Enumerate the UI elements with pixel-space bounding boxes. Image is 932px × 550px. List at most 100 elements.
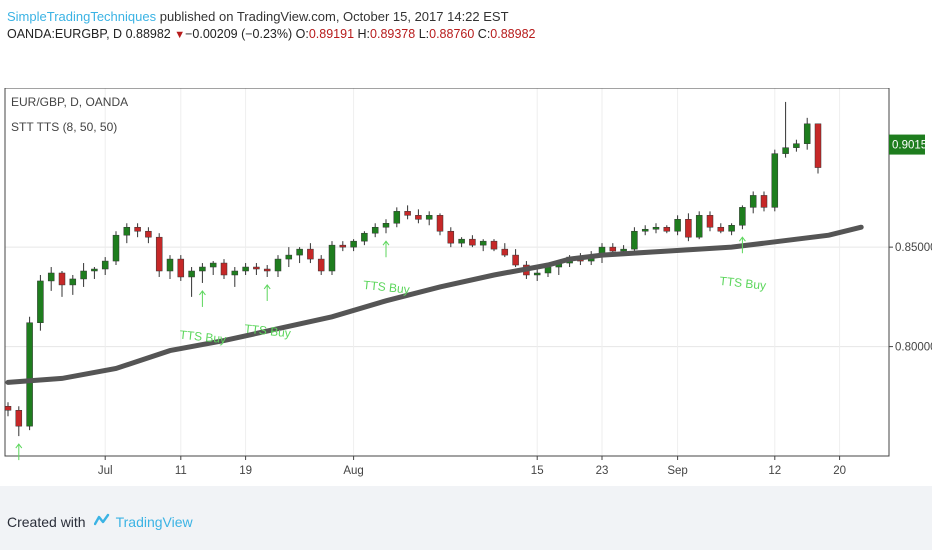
candle-body xyxy=(123,226,131,236)
x-tick-label: Jul xyxy=(98,465,113,477)
candle xyxy=(220,259,228,279)
candle-body xyxy=(47,272,55,282)
candle-body xyxy=(695,215,703,238)
candle-body xyxy=(814,123,822,168)
candle xyxy=(717,223,725,234)
candle xyxy=(404,205,411,220)
candle xyxy=(123,223,131,244)
candle-body xyxy=(253,266,260,270)
candle-body xyxy=(469,238,476,246)
candle-body xyxy=(285,254,293,260)
candle-body xyxy=(274,258,282,272)
candle xyxy=(199,263,206,283)
candle-body xyxy=(69,278,77,286)
moving-average-line xyxy=(5,224,864,385)
candle-body xyxy=(490,240,498,250)
candle xyxy=(501,243,509,258)
buy-arrow-head xyxy=(739,236,746,242)
candle-body xyxy=(112,234,120,262)
candle xyxy=(814,123,822,174)
x-tick-label: 23 xyxy=(596,465,609,477)
author-link[interactable]: SimpleTradingTechniques xyxy=(7,9,157,24)
candle-body xyxy=(663,226,671,232)
candle-body xyxy=(199,266,206,272)
candle xyxy=(771,149,779,212)
candle-body xyxy=(782,147,789,154)
candle-body xyxy=(501,248,509,256)
time-axis[interactable]: Jul1119Aug1523Sep1220Oct xyxy=(98,456,932,477)
signal-marker: TTS Buy xyxy=(362,240,410,297)
candle-body xyxy=(609,246,617,252)
candle-body xyxy=(155,236,163,272)
low-value: 0.88760 xyxy=(429,27,475,41)
candle-body xyxy=(166,258,174,272)
tradingview-logo-icon[interactable] xyxy=(93,513,110,530)
tradingview-brand-link[interactable]: TradingView xyxy=(115,513,193,530)
candle xyxy=(242,263,249,275)
candle-body xyxy=(393,211,401,224)
candle-body xyxy=(145,230,152,238)
candle xyxy=(80,263,87,287)
candle xyxy=(285,247,293,268)
high-label: H: xyxy=(357,27,371,41)
open-value: 0.89191 xyxy=(308,27,355,41)
candle xyxy=(263,265,271,277)
candle xyxy=(47,267,55,291)
candle xyxy=(155,233,163,277)
candle xyxy=(674,215,681,236)
candle-body xyxy=(512,254,519,266)
quote-line: OANDA:EURGBP, D 0.88982 ▼−0.00209 (−0.23… xyxy=(7,27,535,41)
candle-body xyxy=(26,322,33,427)
candle xyxy=(361,231,368,246)
low-label: L: xyxy=(418,27,430,41)
close-value: 0.88982 xyxy=(490,27,536,41)
current-price-tag-bg xyxy=(889,134,925,155)
down-triangle-icon: ▼ xyxy=(174,29,186,41)
candle xyxy=(58,271,66,297)
legend-indicator: STT TTS (8, 50, 50) xyxy=(11,120,117,134)
signal-label: TTS Buy xyxy=(362,278,410,297)
candle-body xyxy=(361,232,368,242)
candle-body xyxy=(631,230,638,250)
signal-label: TTS Buy xyxy=(244,322,292,341)
candle xyxy=(706,211,714,232)
created-with-line: Created with TradingView xyxy=(7,513,193,530)
candle xyxy=(695,211,703,240)
candle xyxy=(803,117,811,150)
current-price-label: 0.90156 xyxy=(892,140,932,152)
candle-body xyxy=(717,226,725,232)
candle-body xyxy=(760,195,768,208)
candle-body xyxy=(177,258,185,278)
candle xyxy=(339,241,347,252)
candle-body xyxy=(296,248,303,256)
candle xyxy=(350,239,357,252)
chart-legend: EUR/GBP, D, OANDA STT TTS (8, 50, 50) xyxy=(11,95,128,134)
signal-label: TTS Buy xyxy=(719,274,767,293)
candle-body xyxy=(263,268,271,272)
buy-arrow-head xyxy=(15,443,23,449)
x-tick-label: 11 xyxy=(175,465,187,477)
created-with-label: Created with xyxy=(7,513,86,530)
price-change: −0.00209 (−0.23%) xyxy=(185,27,293,41)
candle-body xyxy=(674,219,681,232)
candle-body xyxy=(382,223,390,228)
signal-label: TTS Buy xyxy=(179,328,227,347)
candle xyxy=(69,274,77,295)
candle-body xyxy=(793,143,800,148)
candle-body xyxy=(728,225,735,232)
candle xyxy=(793,139,800,152)
candle xyxy=(328,241,336,275)
candle xyxy=(231,267,239,287)
candle xyxy=(749,191,757,214)
x-tick-label: Sep xyxy=(667,465,687,477)
x-tick-label: 20 xyxy=(833,465,846,477)
candle-body xyxy=(101,260,109,270)
y-tick-label: 0.80000 xyxy=(895,342,932,354)
candle xyxy=(91,267,98,279)
x-tick-label: 15 xyxy=(531,465,544,477)
candle xyxy=(177,255,185,281)
candle xyxy=(166,255,174,279)
